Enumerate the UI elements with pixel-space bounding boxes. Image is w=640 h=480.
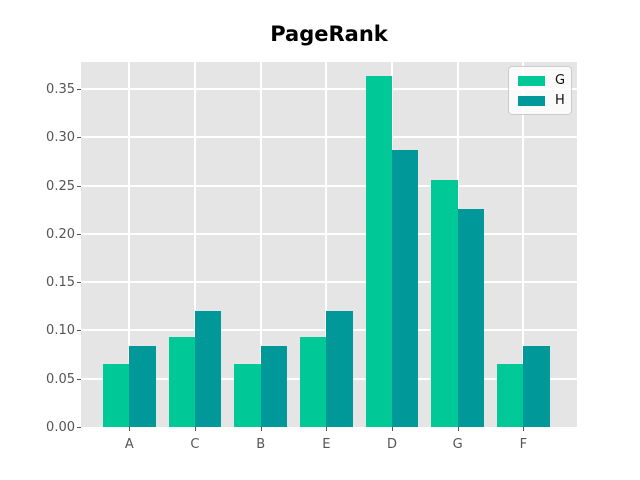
legend-swatch-g (518, 75, 545, 86)
x-tick-label: B (256, 437, 266, 452)
x-tick-mark (392, 427, 394, 431)
bar-G-A (103, 364, 130, 427)
gridline-horizontal (81, 281, 577, 284)
y-tick-label: 0.20 (46, 226, 75, 242)
legend-label-h: H (555, 93, 565, 108)
gridline-vertical (522, 62, 525, 427)
legend-item-g: G (518, 73, 566, 88)
bar-H-F (523, 345, 550, 427)
y-tick-label: 0.25 (46, 178, 75, 194)
bar-H-B (260, 345, 287, 427)
gridline-horizontal (81, 88, 577, 91)
bar-H-D (392, 149, 419, 427)
bar-G-D (365, 76, 393, 427)
gridline-horizontal (81, 136, 577, 139)
x-tick-mark (457, 427, 459, 431)
gridline-vertical (325, 62, 328, 427)
y-tick-mark (77, 89, 81, 91)
y-tick-label: 0.10 (46, 323, 75, 339)
legend: G H (508, 66, 572, 115)
bar-H-C (194, 311, 222, 427)
y-tick-mark (77, 282, 81, 284)
gridline-vertical (193, 62, 196, 427)
x-tick-label: G (452, 437, 463, 452)
x-tick-label: A (124, 437, 134, 452)
gridline-vertical (259, 62, 262, 427)
x-tick-label: D (387, 437, 398, 452)
y-tick-mark (77, 378, 81, 380)
y-tick-label: 0.15 (46, 275, 75, 291)
x-tick-mark (194, 427, 196, 431)
x-tick-mark (260, 427, 262, 431)
legend-swatch-h (518, 95, 545, 106)
x-tick-mark (129, 427, 131, 431)
y-tick-mark (77, 233, 81, 235)
y-tick-mark (77, 137, 81, 139)
y-tick-label: 0.30 (46, 130, 75, 146)
x-tick-mark (523, 427, 525, 431)
y-tick-label: 0.00 (46, 420, 75, 435)
legend-item-h: H (518, 93, 565, 108)
y-tick-label: 0.35 (46, 82, 75, 98)
plot-area (81, 62, 577, 427)
bar-H-A (129, 345, 156, 427)
bar-H-E (326, 311, 353, 427)
x-tick-label: E (322, 437, 331, 452)
bar-G-E (300, 337, 327, 427)
x-tick-label: C (190, 437, 200, 452)
y-tick-label: 0.05 (46, 371, 75, 387)
bar-G-F (497, 364, 524, 427)
chart-title: PageRank (270, 22, 388, 46)
y-tick-mark (77, 330, 81, 332)
y-tick-mark (77, 185, 81, 187)
gridline-vertical (128, 62, 131, 427)
bar-G-C (168, 337, 195, 427)
bar-H-G (457, 208, 484, 427)
bar-G-G (431, 179, 458, 427)
legend-label-g: G (555, 73, 566, 88)
x-tick-label: F (519, 437, 528, 452)
y-tick-mark (77, 427, 81, 428)
gridline-horizontal (81, 184, 577, 187)
x-tick-mark (326, 427, 328, 431)
bar-G-B (234, 364, 261, 427)
gridline-horizontal (81, 232, 577, 235)
